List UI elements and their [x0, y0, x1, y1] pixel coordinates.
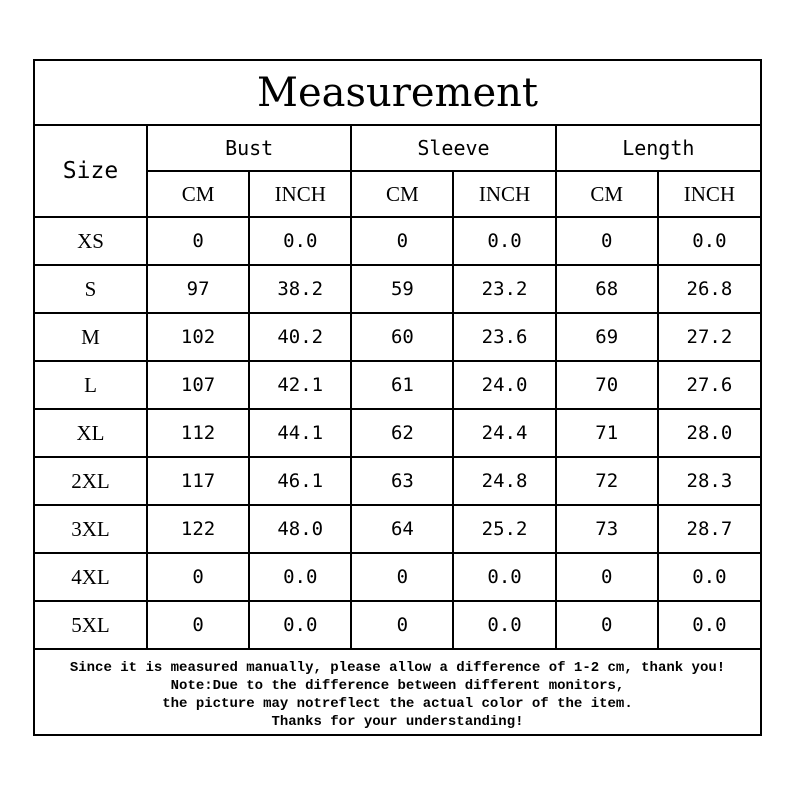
- value-cell: 0: [145, 600, 251, 649]
- value-cell: 44.1: [248, 408, 353, 458]
- value-cell: 23.2: [452, 264, 557, 314]
- unit-inch-header: INCH: [656, 170, 760, 217]
- table-row: XS 0 0.0 0 0.0 0 0.0: [35, 216, 760, 266]
- value-cell: 0: [350, 216, 455, 266]
- value-cell: 42.1: [248, 360, 353, 410]
- footer-note: Since it is measured manually, please al…: [35, 648, 760, 740]
- value-cell: 63: [350, 456, 455, 506]
- value-cell: 69: [554, 312, 659, 362]
- measurement-table: Measurement Size Bust Sleeve Length CM I…: [35, 61, 760, 740]
- value-cell: 28.3: [656, 456, 760, 506]
- value-cell: 0: [554, 552, 659, 602]
- value-cell: 25.2: [452, 504, 557, 554]
- value-cell: 24.8: [452, 456, 557, 506]
- value-cell: 0.0: [452, 216, 557, 266]
- size-cell: M: [35, 312, 148, 362]
- value-cell: 23.6: [452, 312, 557, 362]
- table-title: Measurement: [35, 61, 760, 126]
- value-cell: 0.0: [452, 552, 557, 602]
- value-cell: 102: [145, 312, 251, 362]
- value-cell: 107: [145, 360, 251, 410]
- value-cell: 38.2: [248, 264, 353, 314]
- value-cell: 0: [554, 600, 659, 649]
- value-cell: 0.0: [656, 552, 760, 602]
- value-cell: 40.2: [248, 312, 353, 362]
- table-row: 4XL 0 0.0 0 0.0 0 0.0: [35, 552, 760, 602]
- footer-line: Since it is measured manually, please al…: [69, 660, 726, 676]
- value-cell: 0: [350, 600, 455, 649]
- value-cell: 0.0: [248, 600, 353, 649]
- unit-inch-header: INCH: [248, 170, 353, 217]
- table-row: 2XL 117 46.1 63 24.8 72 28.3: [35, 456, 760, 506]
- value-cell: 61: [350, 360, 455, 410]
- value-cell: 27.6: [656, 360, 760, 410]
- value-cell: 117: [145, 456, 251, 506]
- unit-cm-header: CM: [350, 170, 455, 217]
- size-cell: 5XL: [35, 600, 148, 649]
- table-row: S 97 38.2 59 23.2 68 26.8: [35, 264, 760, 314]
- value-cell: 68: [554, 264, 659, 314]
- value-cell: 46.1: [248, 456, 353, 506]
- value-cell: 122: [145, 504, 251, 554]
- value-cell: 0.0: [452, 600, 557, 649]
- unit-cm-header: CM: [147, 170, 251, 217]
- value-cell: 0: [554, 216, 659, 266]
- value-cell: 62: [350, 408, 455, 458]
- size-cell: 2XL: [35, 456, 148, 506]
- footer-line: the picture may notreflect the actual co…: [162, 696, 633, 712]
- value-cell: 0: [145, 216, 251, 266]
- value-cell: 24.4: [452, 408, 557, 458]
- value-cell: 0: [350, 552, 455, 602]
- value-cell: 28.0: [656, 408, 760, 458]
- value-cell: 48.0: [248, 504, 353, 554]
- value-cell: 59: [350, 264, 455, 314]
- value-cell: 73: [554, 504, 659, 554]
- value-cell: 24.0: [452, 360, 557, 410]
- size-chart: Measurement Size Bust Sleeve Length CM I…: [33, 59, 762, 740]
- value-cell: 71: [554, 408, 659, 458]
- value-cell: 97: [145, 264, 251, 314]
- table-row: 3XL 122 48.0 64 25.2 73 28.7: [35, 504, 760, 554]
- value-cell: 112: [145, 408, 251, 458]
- value-cell: 0.0: [656, 216, 760, 266]
- value-cell: 0.0: [248, 552, 353, 602]
- table-row: L 107 42.1 61 24.0 70 27.6: [35, 360, 760, 410]
- length-header: Length: [554, 124, 760, 172]
- value-cell: 27.2: [656, 312, 760, 362]
- value-cell: 70: [554, 360, 659, 410]
- sleeve-header: Sleeve: [350, 124, 557, 172]
- value-cell: 26.8: [656, 264, 760, 314]
- table-row: M 102 40.2 60 23.6 69 27.2: [35, 312, 760, 362]
- size-header: Size: [35, 124, 148, 218]
- size-cell: 3XL: [35, 504, 148, 554]
- footer-line: Thanks for your understanding!: [271, 714, 524, 730]
- value-cell: 60: [350, 312, 455, 362]
- table-row: XL 112 44.1 62 24.4 71 28.0: [35, 408, 760, 458]
- size-cell: XS: [35, 216, 148, 266]
- size-cell: XL: [35, 408, 148, 458]
- size-cell: S: [35, 264, 148, 314]
- table-row: 5XL 0 0.0 0 0.0 0 0.0: [35, 600, 760, 649]
- size-cell: 4XL: [35, 552, 148, 602]
- value-cell: 0: [145, 552, 251, 602]
- footer-line: Note:Due to the difference between diffe…: [170, 678, 625, 694]
- value-cell: 72: [554, 456, 659, 506]
- bust-header: Bust: [145, 124, 353, 172]
- size-cell: L: [35, 360, 148, 410]
- unit-cm-header: CM: [554, 170, 659, 217]
- value-cell: 64: [350, 504, 455, 554]
- value-cell: 0.0: [656, 600, 760, 649]
- value-cell: 28.7: [656, 504, 760, 554]
- value-cell: 0.0: [248, 216, 353, 266]
- unit-inch-header: INCH: [452, 170, 557, 217]
